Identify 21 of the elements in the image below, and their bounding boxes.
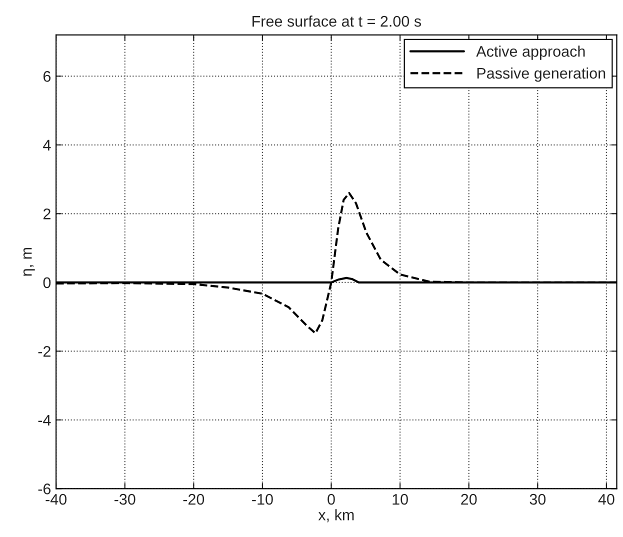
y-axis-title: η, m [23, 248, 35, 276]
x-tick-label: 40 [598, 494, 614, 505]
y-tick-label: -2 [38, 346, 50, 357]
x-axis-title: x, km [318, 509, 354, 522]
y-tick-label: -6 [38, 484, 51, 494]
x-tick-label: 30 [530, 494, 546, 505]
y-tick-label: 0 [43, 277, 51, 288]
y-tick-label: 2 [43, 208, 50, 220]
x-tick-label: -20 [183, 494, 204, 505]
x-tick-label: 20 [461, 494, 477, 505]
x-tick-label: 10 [392, 494, 408, 505]
y-tick-label: 6 [43, 71, 51, 82]
x-tick-label: -30 [114, 494, 136, 505]
x-tick-label: 0 [328, 494, 335, 505]
y-tick-label: 4 [43, 140, 51, 150]
x-tick-label: -40 [46, 494, 67, 505]
legend-label: Active approach [476, 46, 585, 60]
y-tick-label: -4 [38, 414, 51, 426]
x-tick-label: -10 [252, 494, 273, 505]
legend-label: Passive generation [477, 67, 606, 82]
chart-title: Free surface at t = 2.00 s [252, 16, 422, 27]
